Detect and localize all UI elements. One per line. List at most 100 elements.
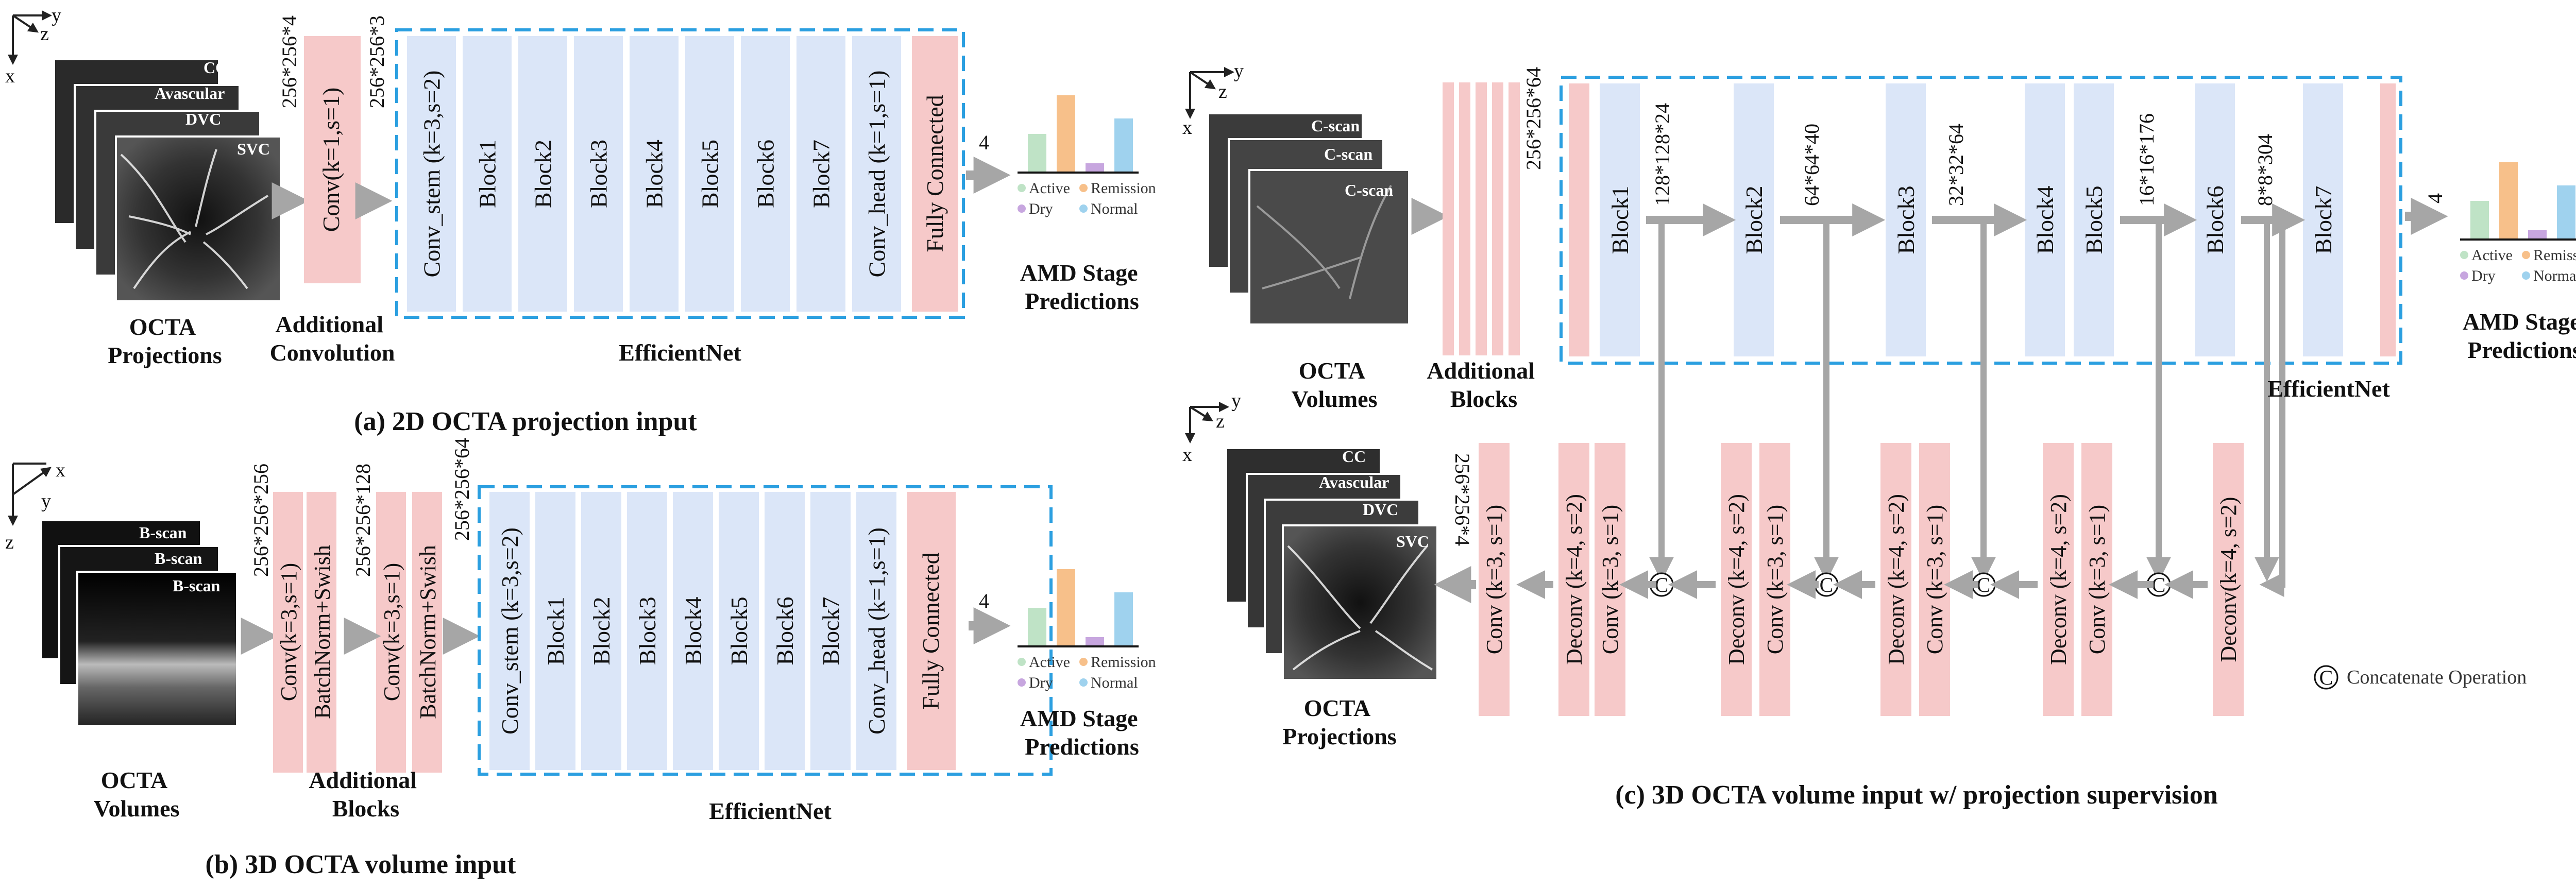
axes-icon: y z x — [5, 5, 61, 87]
output-projection-stack: CC Avascular DVC SVC — [1225, 447, 1438, 681]
efficientnet-block-label: Block1 — [543, 597, 569, 665]
out-dim-proj: 256*256*4 — [1451, 453, 1474, 546]
projection-label: OCTA Projections — [1282, 695, 1396, 749]
efficientnet-block-label: Block1 — [474, 140, 501, 208]
concat-legend-symbol: C — [2319, 666, 2333, 689]
dim-label: 32*32*64 — [1944, 124, 1968, 206]
efficientnet-block — [489, 492, 530, 770]
efficientnet-block — [463, 36, 512, 312]
efficientnet-block-label: Conv_head (k=1,s=1) — [863, 527, 890, 735]
fully-connected-text: Fully Connected — [922, 95, 948, 252]
efficientnet-block-label: Conv_stem (k=3,s=2) — [497, 527, 523, 735]
legend-swatch — [1018, 184, 1026, 192]
layer-label: B-scan — [139, 523, 187, 542]
panel-b: x y z B-scan B-scan B-scan OCTA Volumes … — [5, 438, 1156, 879]
efficientnet-label: EfficientNet — [619, 339, 741, 366]
conv-block-label: Conv (k=3, s=1) — [2084, 505, 2110, 654]
additional-block — [1492, 82, 1503, 355]
axis-label-b: z — [1218, 81, 1227, 103]
efficientnet-block-label: Block5 — [2081, 186, 2107, 254]
additional-block — [273, 492, 303, 773]
panel-c: y z x C-scan C-scan C-scan OCTA Volumes … — [1182, 60, 2576, 810]
legend-swatch — [1018, 658, 1026, 666]
axis-label-b: z — [1216, 411, 1225, 432]
layer-label: B-scan — [155, 549, 202, 568]
additional-blocks — [1443, 82, 1520, 355]
efficientnet-block — [856, 492, 896, 770]
efficientnet-block-label: Block7 — [2310, 186, 2336, 254]
legend-label: Remission — [2533, 247, 2576, 264]
additional-block-label: BatchNorm+Swish — [310, 545, 335, 719]
legend-label: Remission — [1091, 654, 1156, 671]
additional-blocks-label: Additional Blocks — [1427, 357, 1540, 412]
layer-label: C-scan — [1311, 116, 1360, 135]
prediction-label: AMD Stage Predictions — [1020, 260, 1144, 314]
deconv-block-label: Deconv (k=4, s=2) — [1724, 494, 1749, 665]
input-label: OCTA Volumes — [94, 767, 180, 822]
prediction-label: AMD Stage Predictions — [2463, 309, 2576, 363]
legend-label: Dry — [1029, 200, 1053, 217]
efficientnet-block-label: Block2 — [588, 597, 615, 665]
bottleneck-arrow — [2259, 217, 2285, 597]
additional-block — [1459, 82, 1470, 355]
axis-label-a: y — [1231, 390, 1241, 412]
layer-label: SVC — [237, 140, 270, 158]
additional-block-label: Conv(k=3,s=1) — [276, 563, 301, 701]
legend-swatch — [1079, 678, 1088, 687]
axes-icon: x y z — [5, 459, 65, 553]
caption-a: (a) 2D OCTA projection input — [354, 407, 697, 436]
efficientnet-block-label: Block3 — [1893, 186, 1919, 254]
final-conv-block — [1479, 443, 1510, 716]
deconv-block — [1880, 443, 1911, 716]
head-block — [2380, 83, 2396, 356]
efficientnet-block-label: Block7 — [818, 597, 844, 665]
decoder: Deconv(k=4, s=2) C Deconv (k=4, s=2) Conv (… — [1479, 443, 2244, 716]
fully-connected-text: Fully Connected — [918, 552, 944, 709]
conv-block-label: Conv (k=3, s=1) — [1598, 505, 1623, 654]
efficientnet-block — [627, 492, 667, 770]
layer-label: Avascular — [1319, 473, 1389, 491]
prediction-bar — [1057, 95, 1075, 173]
efficientnet-block-label: Block6 — [753, 140, 779, 208]
efficientnet-block-label: Block5 — [697, 140, 723, 208]
efficientnet-block — [2074, 83, 2114, 356]
efficientnet-block — [407, 36, 456, 312]
deconv-block-label: Deconv (k=4, s=2) — [1562, 494, 1587, 665]
prediction-bar — [2470, 201, 2489, 240]
deconv-block — [1558, 443, 1589, 716]
legend-label: Active — [1029, 180, 1070, 197]
efficientnet-block-label: Conv_stem (k=3,s=2) — [419, 71, 445, 278]
efficientnet-block — [852, 36, 901, 312]
additional-conv-label: Additional Convolution — [270, 311, 395, 366]
axes-icon: y z x — [1182, 390, 1241, 466]
additional-block-label: BatchNorm+Swish — [415, 545, 440, 719]
prediction-bar — [2528, 230, 2547, 240]
legend-swatch — [1018, 204, 1026, 213]
efficientnet-block — [2025, 83, 2065, 356]
legend-swatch — [1079, 204, 1088, 213]
layer-label: B-scan — [173, 576, 221, 595]
efficientnet-block-label: Block6 — [772, 597, 798, 665]
prediction-chart: Active Remission Dry Normal — [1018, 569, 1156, 691]
efficientnet-block — [1886, 83, 1926, 356]
caption-c: (c) 3D OCTA volume input w/ projection s… — [1615, 780, 2218, 810]
dim-label: 256*256*3 — [365, 15, 388, 108]
additional-block — [376, 492, 406, 773]
conv-block — [2081, 443, 2112, 716]
axis-label-a: x — [56, 459, 65, 481]
efficientnet-block — [741, 36, 790, 312]
efficientnet-block — [574, 36, 623, 312]
dim-label: 8*8*304 — [2253, 134, 2277, 206]
dim-label: 256*256*64 — [1522, 67, 1545, 170]
efficientnet-block — [673, 492, 713, 770]
legend-label: Active — [2471, 247, 2513, 264]
prediction-bar — [1086, 163, 1104, 173]
legend-label: Remission — [1091, 180, 1156, 197]
legend-label: Normal — [1091, 674, 1138, 691]
efficientnet-block-label: Block4 — [680, 597, 706, 665]
legend-swatch — [1018, 678, 1026, 687]
axis-label-c: x — [1182, 117, 1192, 139]
efficientnet-block — [1600, 83, 1640, 356]
prediction-bar — [1114, 118, 1133, 173]
additional-block — [1476, 82, 1487, 355]
